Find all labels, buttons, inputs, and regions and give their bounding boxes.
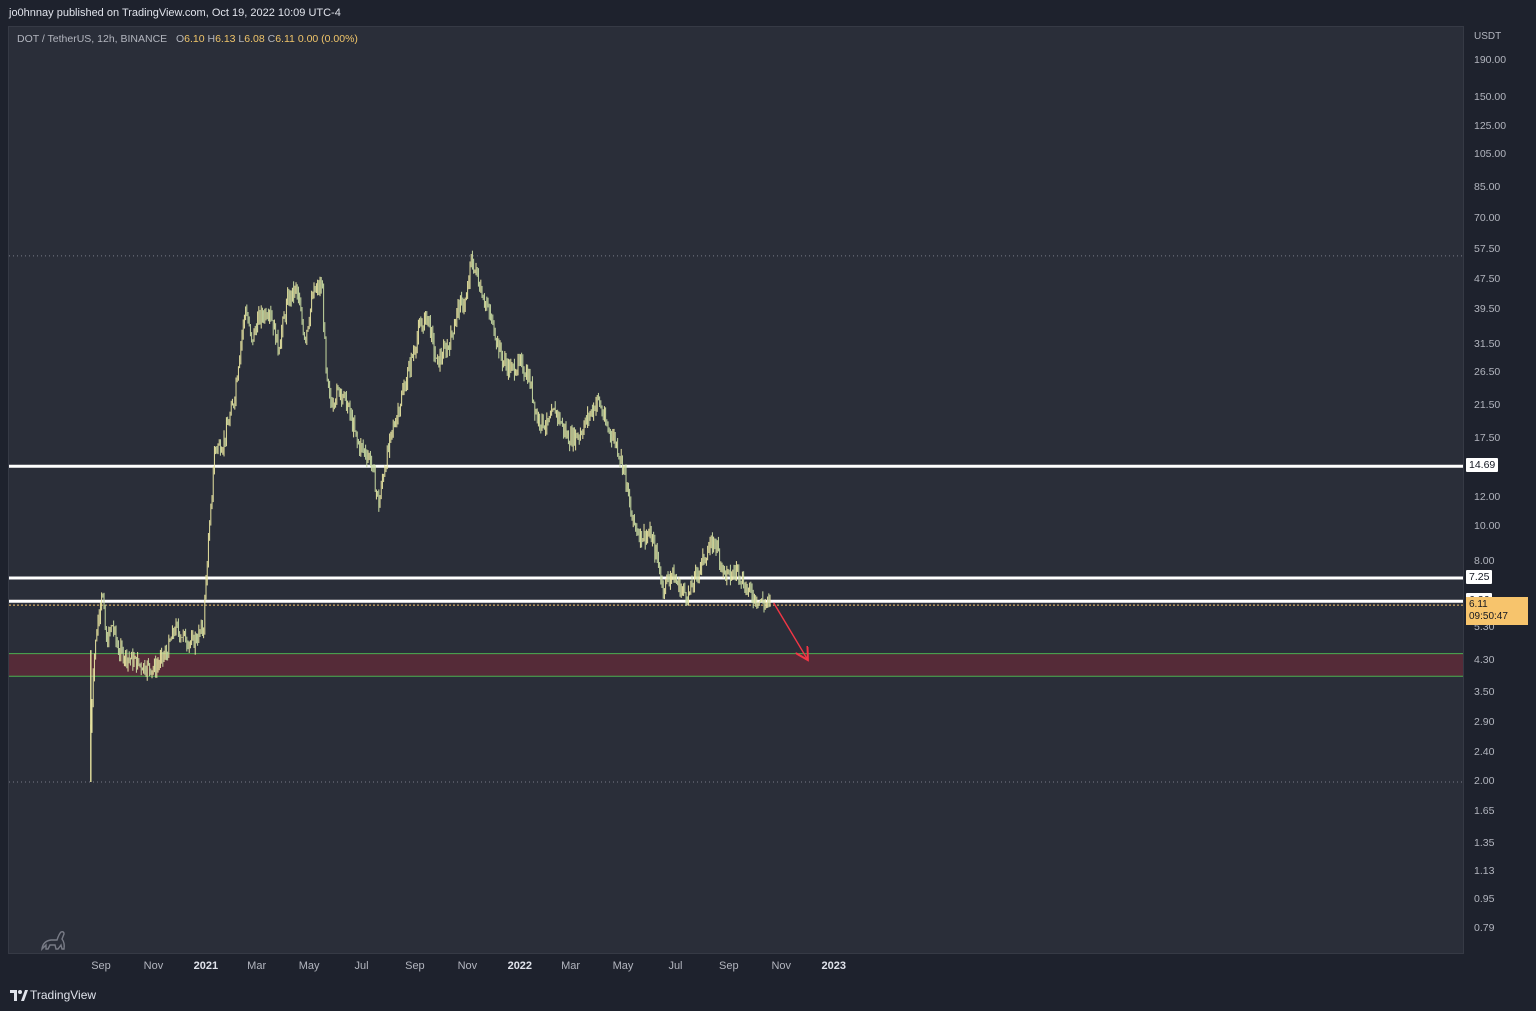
price-tick: 70.00	[1474, 212, 1501, 225]
time-tick: Nov	[457, 960, 478, 972]
price-tick: 190.00	[1474, 54, 1507, 66]
projection-arrow	[773, 602, 808, 659]
price-chart-svg[interactable]	[9, 27, 1464, 954]
price-tick: 2.90	[1474, 716, 1495, 729]
price-tick: 0.95	[1474, 892, 1495, 905]
legend-open: 6.10	[184, 33, 205, 45]
bar-countdown: 09:50:47	[1469, 611, 1508, 623]
time-tick: May	[298, 960, 320, 972]
legend-low: 6.08	[244, 33, 265, 45]
support-zone	[9, 653, 1463, 677]
legend-change: 0.00 (0.00%)	[297, 33, 358, 45]
tradingview-logo-icon	[10, 990, 28, 1001]
time-tick: Sep	[91, 960, 111, 972]
price-tick: 31.50	[1474, 338, 1501, 351]
time-tick: May	[612, 960, 634, 972]
time-tick: Mar	[247, 960, 267, 972]
legend-high: 6.13	[215, 33, 236, 45]
time-tick: Mar	[561, 960, 581, 972]
time-tick: 2021	[193, 960, 219, 972]
legend-high-label: H	[207, 33, 216, 45]
tradingview-brand: TradingView	[30, 988, 97, 1002]
footer-bar: TradingView	[0, 980, 1536, 1011]
dinosaur-logo-icon	[41, 931, 65, 951]
price-tick: 1.13	[1474, 865, 1495, 878]
time-tick: 2022	[507, 960, 533, 972]
price-tick: 26.50	[1474, 365, 1501, 378]
price-tick: 4.30	[1474, 653, 1495, 666]
time-tick: Sep	[719, 960, 739, 972]
price-tick: 39.50	[1474, 302, 1501, 315]
price-tick: 12.00	[1474, 491, 1501, 504]
price-tick: 17.50	[1474, 431, 1501, 444]
publisher-header: jo0hnnay published on TradingView.com, O…	[0, 0, 1536, 26]
price-tick: 2.40	[1474, 746, 1495, 759]
legend-close: 6.11	[275, 33, 295, 45]
price-tick: 3.50	[1474, 686, 1495, 699]
price-tick: 125.00	[1474, 120, 1507, 133]
time-tick: Jul	[668, 960, 683, 972]
legend-open-label: O	[175, 33, 185, 45]
price-tick: 85.00	[1474, 181, 1501, 194]
candles-group	[90, 250, 771, 733]
price-tick: 8.00	[1474, 555, 1495, 568]
chart-pane[interactable]: DOT / TetherUS, 12h, BINANCE O6.10 H6.13…	[8, 26, 1464, 954]
time-tick: Jul	[354, 960, 369, 972]
price-tick: 105.00	[1474, 147, 1507, 160]
price-axis[interactable]: USDT 190.00 150.00 125.00 105.00 85.00 70.00 5…	[1464, 26, 1536, 954]
time-tick: Sep	[405, 960, 425, 972]
level-label-mid: 7.25	[1466, 570, 1493, 585]
price-tick: 1.65	[1474, 805, 1495, 818]
price-tick: 47.50	[1474, 273, 1501, 286]
price-unit-label: USDT	[1474, 31, 1502, 42]
price-tick: 10.00	[1474, 520, 1501, 533]
publisher-text: jo0hnnay published on TradingView.com, O…	[9, 7, 341, 19]
level-label-high: 14.69	[1466, 458, 1499, 473]
legend-symbol: DOT / TetherUS, 12h, BINANCE	[17, 33, 168, 45]
price-tick: 0.79	[1474, 922, 1495, 934]
price-tick: 2.00	[1474, 774, 1495, 787]
price-tick: 150.00	[1474, 91, 1507, 104]
legend-close-label: C	[267, 33, 276, 45]
legend-low-label: L	[238, 33, 245, 45]
price-tick: 57.50	[1474, 243, 1501, 256]
price-tick-list: 190.00 150.00 125.00 105.00 85.00 70.00 57.50 4…	[1464, 26, 1536, 954]
time-axis[interactable]: Sep Nov 2021 Mar May Jul Sep Nov 2022 Mar May Jul Se…	[8, 954, 1464, 980]
time-tick: Nov	[143, 960, 164, 972]
price-tick: 1.35	[1474, 837, 1495, 850]
time-tick: Nov	[771, 960, 792, 972]
time-tick: 2023	[821, 960, 846, 972]
price-tick: 21.50	[1474, 398, 1501, 411]
current-price: 6.11	[1469, 599, 1488, 611]
symbol-legend: DOT / TetherUS, 12h, BINANCE O6.10 H6.13…	[17, 33, 358, 45]
current-price-badge: 6.11 09:50:47	[1466, 597, 1528, 626]
